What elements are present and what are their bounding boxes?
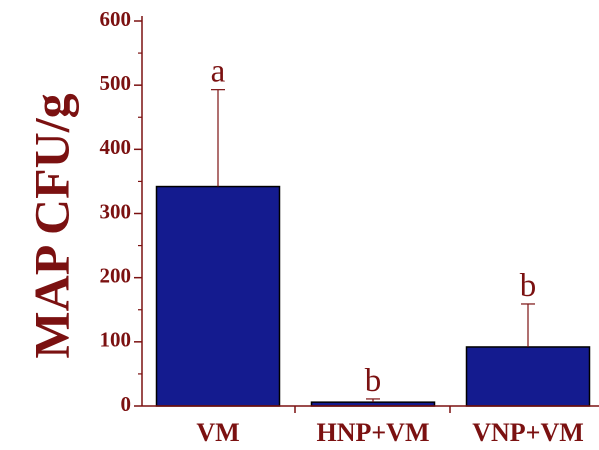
significance-label: b	[520, 268, 537, 304]
y-axis: 0 100 200 300 400 500 600	[100, 7, 143, 416]
x-axis: VM HNP+VM VNP+VM	[142, 405, 599, 447]
y-tick-label: 300	[100, 199, 132, 223]
y-tick-label: 600	[100, 7, 132, 31]
y-tick-label: 500	[100, 71, 132, 95]
significance-label: b	[365, 363, 382, 399]
y-tick-label: 200	[100, 263, 132, 287]
error-bars-group	[211, 89, 535, 403]
bar-vnp-vm	[465, 346, 591, 407]
y-tick-label: 400	[100, 135, 132, 159]
y-tick-label: 0	[121, 392, 132, 416]
x-category-label: HNP+VM	[316, 418, 429, 447]
bar-vm	[155, 185, 281, 407]
y-tick-label: 100	[100, 328, 132, 352]
x-category-label: VM	[196, 418, 239, 447]
significance-labels-group: a b b	[211, 54, 537, 399]
significance-label: a	[211, 54, 226, 90]
x-category-label: VNP+VM	[472, 418, 584, 447]
y-axis-label: MAP CFU/g	[23, 93, 79, 358]
bars-group	[155, 185, 591, 407]
